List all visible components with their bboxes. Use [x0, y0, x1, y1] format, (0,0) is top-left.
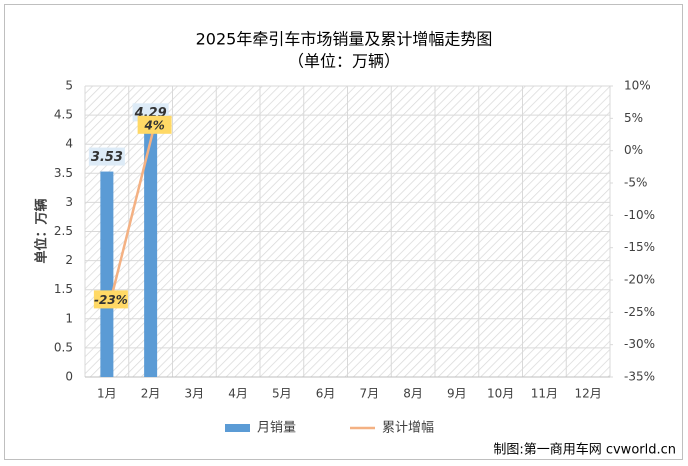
data-label: 3.53 — [91, 150, 123, 165]
data-label-bg — [93, 290, 128, 309]
y-axis-label: 单位：万辆 — [34, 198, 50, 263]
x-tick-label: 4月 — [228, 387, 248, 401]
legend-label: 月销量 — [257, 421, 296, 436]
x-tick-label: 12月 — [574, 387, 601, 401]
legend-swatch — [225, 424, 250, 432]
data-label-bg — [137, 115, 172, 134]
x-tick-label: 2月 — [141, 387, 161, 401]
data-label: -23% — [94, 293, 128, 307]
y-tick-label: 2 — [65, 253, 73, 267]
legend-label: 累计增幅 — [382, 421, 434, 436]
y-tick-label: 0 — [65, 370, 73, 384]
data-label: 4% — [143, 118, 164, 132]
y-tick-label: 1 — [65, 311, 73, 325]
y2-tick-label: -35% — [624, 370, 655, 384]
x-tick-label: 6月 — [316, 387, 336, 401]
x-tick-label: 5月 — [272, 387, 292, 401]
y2-tick-label: 10% — [624, 79, 651, 93]
bar — [100, 171, 114, 377]
y-tick-label: 4 — [65, 137, 73, 151]
y2-tick-label: -20% — [624, 273, 655, 287]
y-tick-label: 3 — [65, 195, 73, 209]
y2-tick-label: -10% — [624, 208, 655, 222]
x-tick-label: 1月 — [97, 387, 117, 401]
y2-tick-label: -5% — [624, 176, 647, 190]
y2-tick-label: -25% — [624, 305, 655, 319]
bar — [144, 127, 158, 378]
y-tick-label: 3.5 — [54, 166, 73, 180]
y-tick-label: 2.5 — [54, 224, 73, 238]
x-tick-label: 7月 — [360, 387, 380, 401]
x-tick-label: 3月 — [185, 387, 205, 401]
y2-tick-label: 0% — [624, 143, 643, 157]
x-tick-label: 8月 — [403, 387, 423, 401]
source-note: 制图:第一商用车网 cvworld.cn — [493, 442, 676, 458]
y2-tick-label: -30% — [624, 337, 655, 351]
y2-tick-label: 5% — [624, 111, 643, 125]
data-label-bg — [88, 147, 125, 166]
x-tick-label: 11月 — [531, 387, 558, 401]
y-tick-label: 1.5 — [54, 282, 73, 296]
y2-tick-label: -15% — [624, 240, 655, 254]
chart-title: 2025年牵引车市场销量及累计增幅走势图 — [196, 30, 493, 49]
chart-subtitle: （单位：万辆） — [288, 52, 400, 71]
x-tick-label: 10月 — [487, 387, 514, 401]
line — [109, 124, 156, 300]
y-tick-label: 4.5 — [54, 108, 73, 122]
y-tick-label: 0.5 — [54, 340, 73, 354]
y-tick-label: 5 — [65, 79, 73, 93]
x-tick-label: 9月 — [447, 387, 467, 401]
